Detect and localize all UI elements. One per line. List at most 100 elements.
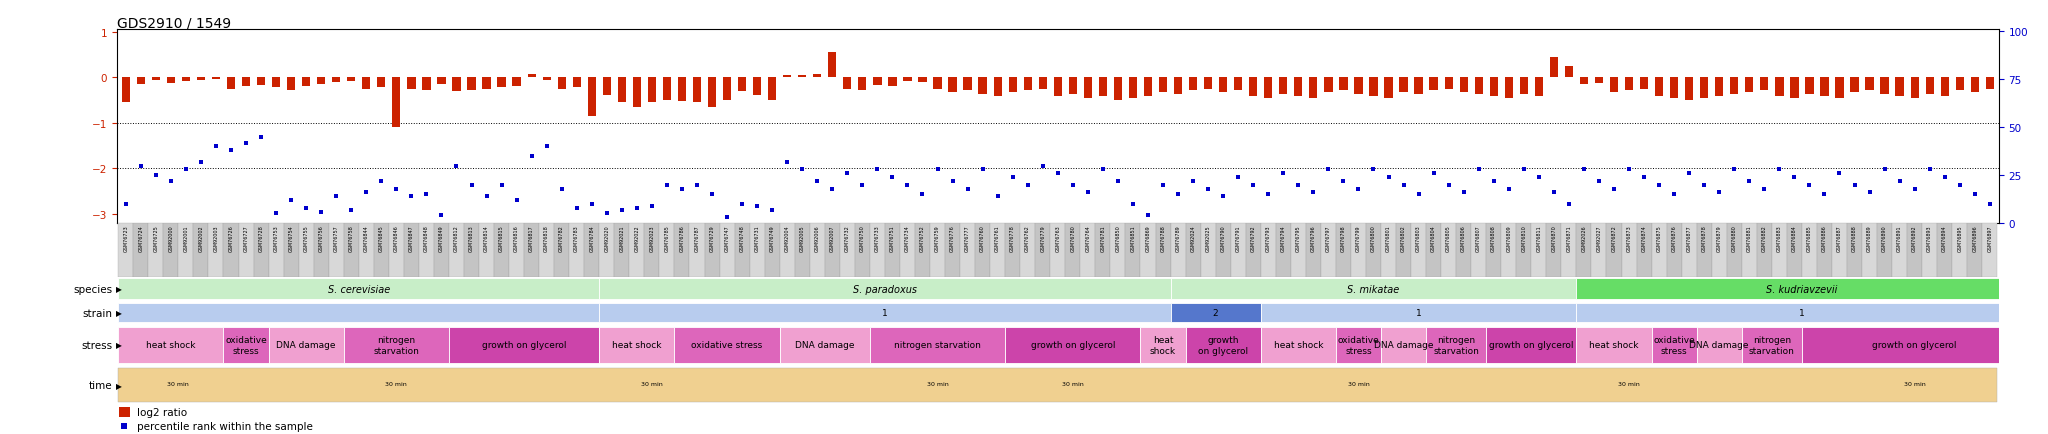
Bar <box>1505 78 1513 99</box>
Text: GSM76844: GSM76844 <box>365 225 369 252</box>
Text: ▶: ▶ <box>115 285 121 293</box>
Text: GSM76892: GSM76892 <box>1913 225 1917 252</box>
Bar <box>934 78 942 89</box>
Bar <box>602 78 610 96</box>
Bar <box>600 224 614 278</box>
Text: GSM92024: GSM92024 <box>1190 225 1196 252</box>
Bar <box>1171 224 1186 278</box>
Bar <box>1892 224 1907 278</box>
Text: heat shock: heat shock <box>145 341 197 349</box>
Bar <box>600 279 1171 299</box>
Text: ▶: ▶ <box>115 341 121 349</box>
Text: 1: 1 <box>1798 309 1804 317</box>
Bar <box>1952 224 1968 278</box>
Bar <box>885 224 899 278</box>
Bar <box>1970 78 1978 92</box>
Bar <box>854 224 870 278</box>
Bar <box>344 327 449 363</box>
Text: oxidative
stress: oxidative stress <box>1653 335 1696 355</box>
Bar <box>268 224 283 278</box>
Bar <box>780 224 795 278</box>
Bar <box>1456 224 1470 278</box>
Bar <box>1624 78 1632 91</box>
Text: GSM76780: GSM76780 <box>1071 225 1075 252</box>
Bar <box>449 224 465 278</box>
Text: GSM76880: GSM76880 <box>1733 225 1737 252</box>
Bar <box>1489 78 1497 97</box>
Bar <box>510 224 524 278</box>
Bar <box>1231 224 1245 278</box>
Text: GSM76784: GSM76784 <box>590 225 594 252</box>
Bar <box>1235 78 1243 91</box>
Bar <box>584 224 600 278</box>
Bar <box>1487 224 1501 278</box>
Bar <box>1425 224 1442 278</box>
Text: GSM76869: GSM76869 <box>1145 225 1151 252</box>
Text: GSM76776: GSM76776 <box>950 225 954 252</box>
Bar <box>827 53 836 78</box>
Bar <box>1501 224 1516 278</box>
Bar <box>1141 327 1186 363</box>
Bar <box>1757 224 1772 278</box>
Text: 2: 2 <box>1212 309 1219 317</box>
Bar <box>1354 78 1362 95</box>
Text: GSM76761: GSM76761 <box>995 225 999 252</box>
Text: GSM92025: GSM92025 <box>1206 225 1210 252</box>
Bar <box>543 78 551 80</box>
Bar <box>479 224 494 278</box>
Bar <box>317 78 326 85</box>
Text: GSM76887: GSM76887 <box>1837 225 1841 252</box>
Bar <box>1430 78 1438 91</box>
Bar <box>1352 224 1366 278</box>
Text: GSM76813: GSM76813 <box>469 225 473 252</box>
Bar <box>1636 224 1651 278</box>
Bar <box>705 224 719 278</box>
Bar <box>1186 224 1200 278</box>
Bar <box>1475 78 1483 95</box>
Text: GSM76790: GSM76790 <box>1221 225 1225 252</box>
Text: GSM76845: GSM76845 <box>379 225 383 252</box>
Text: GSM76804: GSM76804 <box>1432 225 1436 252</box>
Text: GSM76805: GSM76805 <box>1446 225 1452 252</box>
Bar <box>840 224 854 278</box>
Text: GSM76723: GSM76723 <box>123 225 129 252</box>
Bar <box>754 78 762 96</box>
Text: GSM76847: GSM76847 <box>410 225 414 252</box>
Bar <box>1835 78 1843 99</box>
Text: GSM76731: GSM76731 <box>754 225 760 252</box>
Bar <box>614 224 629 278</box>
Bar <box>287 78 295 91</box>
Text: GSM76794: GSM76794 <box>1280 225 1286 252</box>
Bar <box>1294 78 1303 97</box>
Text: oxidative
stress: oxidative stress <box>1337 335 1378 355</box>
Bar <box>1655 78 1663 97</box>
Text: heat shock: heat shock <box>1589 341 1638 349</box>
Bar <box>403 224 420 278</box>
Text: GSM76788: GSM76788 <box>1161 225 1165 252</box>
Bar <box>903 78 911 82</box>
Text: GSM76755: GSM76755 <box>303 225 309 252</box>
Text: GSM76812: GSM76812 <box>455 225 459 252</box>
Text: GSM76895: GSM76895 <box>1958 225 1962 252</box>
Text: GSM92001: GSM92001 <box>184 225 188 252</box>
Bar <box>1651 327 1696 363</box>
Bar <box>1745 78 1753 92</box>
Text: GSM76886: GSM76886 <box>1823 225 1827 252</box>
Bar <box>1866 78 1874 91</box>
Text: stress: stress <box>82 340 113 350</box>
Bar <box>735 224 750 278</box>
Text: GSM76870: GSM76870 <box>1552 225 1556 252</box>
Text: GSM92007: GSM92007 <box>829 225 836 252</box>
Bar <box>121 78 129 103</box>
Bar <box>618 78 627 103</box>
Text: growth on glycerol: growth on glycerol <box>1872 341 1958 349</box>
Text: S. kudriavzevii: S. kudriavzevii <box>1765 284 1837 294</box>
Text: GSM76801: GSM76801 <box>1386 225 1391 252</box>
Text: nitrogen
starvation: nitrogen starvation <box>1749 335 1794 355</box>
Bar <box>1069 78 1077 95</box>
Text: nitrogen
starvation: nitrogen starvation <box>373 335 420 355</box>
Bar <box>1712 224 1726 278</box>
Text: GSM76760: GSM76760 <box>981 225 985 252</box>
Bar <box>692 78 700 103</box>
Text: 30 min: 30 min <box>1063 381 1083 386</box>
